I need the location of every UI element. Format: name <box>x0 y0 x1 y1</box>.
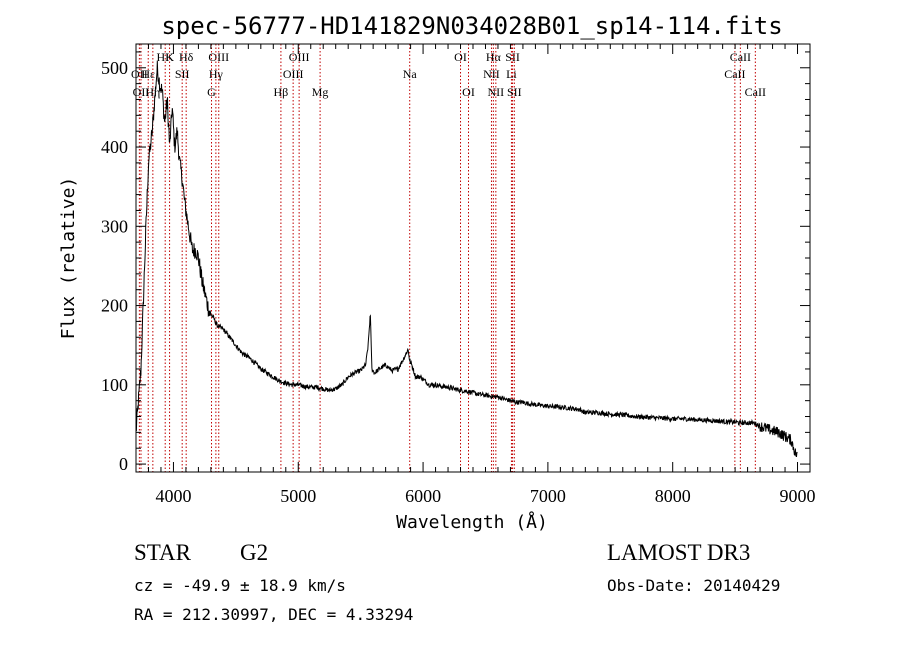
line-marker-label: Hδ <box>179 50 194 64</box>
x-tick-label: 4000 <box>155 486 191 506</box>
line-marker-label: Hγ <box>209 67 224 81</box>
y-tick-label: 500 <box>101 58 128 78</box>
object-class: STAR <box>134 540 191 565</box>
line-marker-label: OII <box>131 67 148 81</box>
x-tick-label: 6000 <box>405 486 441 506</box>
x-tick-label: 9000 <box>780 486 816 506</box>
line-marker-label: OI <box>454 50 467 64</box>
line-marker-label: OIII <box>208 50 229 64</box>
coordinates: RA = 212.30997, DEC = 4.33294 <box>134 605 414 624</box>
redshift-velocity: cz = -49.9 ± 18.9 km/s <box>134 576 346 595</box>
y-axis-label: Flux (relative) <box>58 177 79 340</box>
line-marker-label: Hα <box>486 50 502 64</box>
line-marker-label: Na <box>403 67 418 81</box>
line-marker-label: OIII <box>289 50 310 64</box>
line-marker-label: NII <box>488 85 505 99</box>
line-marker-label: G <box>207 85 216 99</box>
spectrum-series <box>135 60 798 457</box>
object-subclass: G2 <box>240 540 269 565</box>
y-axis: 0 100 200 300 400 500 <box>101 51 810 474</box>
line-marker-label: NII <box>483 67 500 81</box>
x-tick-label: 7000 <box>530 486 566 506</box>
x-axis: 4000 5000 6000 7000 8000 9000 <box>135 44 816 506</box>
line-marker-label: CaII <box>724 67 745 81</box>
y-tick-label: 0 <box>119 454 128 474</box>
y-tick-label: 100 <box>101 375 128 395</box>
line-marker-label: OIII <box>283 67 304 81</box>
line-marker-label: HK <box>157 50 175 64</box>
y-tick-label: 200 <box>101 296 128 316</box>
y-tick-label: 400 <box>101 137 128 157</box>
line-marker-label: Li <box>506 67 517 81</box>
line-marker-label: Hβ <box>274 85 289 99</box>
x-tick-label: 8000 <box>655 486 691 506</box>
line-marker-label: Hε <box>141 67 155 81</box>
line-marker-label: K <box>165 50 174 64</box>
chart-title: spec-56777-HD141829N034028B01_sp14-114.f… <box>161 12 782 40</box>
x-axis-label: Wavelength (Å) <box>396 511 548 533</box>
plot-frame <box>135 43 811 473</box>
line-marker-label: SII <box>507 85 522 99</box>
spectrum-line <box>135 60 798 457</box>
line-marker-label: OI <box>462 85 475 99</box>
line-marker-label: SII <box>505 50 520 64</box>
line-marker-label: CaII <box>730 50 751 64</box>
y-tick-label: 300 <box>101 216 128 236</box>
line-marker-label: Mg <box>312 85 329 99</box>
survey-name: LAMOST DR3 <box>607 540 751 565</box>
x-tick-label: 5000 <box>280 486 316 506</box>
line-marker-label: Hη <box>145 85 160 99</box>
line-marker-label: CaII <box>745 85 766 99</box>
observation-date: Obs-Date: 20140429 <box>607 576 781 595</box>
line-marker-label: SII <box>175 67 190 81</box>
line-marker-label: OII <box>133 85 150 99</box>
